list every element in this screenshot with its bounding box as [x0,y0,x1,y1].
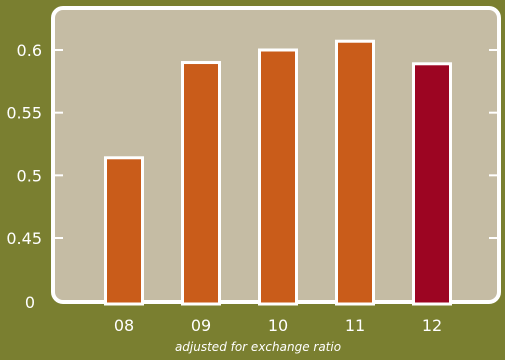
y-axis: 0.45 0.5 0.55 0.6 0 [6,41,501,312]
y-tick-label-zero: 0 [25,293,35,312]
x-tick-label-08: 08 [114,316,134,335]
x-tick-label-10: 10 [268,316,288,335]
bar-11 [335,39,375,306]
x-tick-label-12: 12 [422,316,442,335]
bars-group [104,39,452,306]
bar-09 [181,61,221,306]
chart-caption: adjusted for exchange ratio [175,340,341,354]
y-tick-label: 0.6 [17,41,42,60]
bar-12 [412,62,452,306]
y-tick-label: 0.55 [6,104,42,123]
x-tick-label-11: 11 [345,316,365,335]
bar-10 [258,48,298,306]
y-tick-label: 0.5 [17,166,42,185]
y-tick-label: 0.45 [6,229,42,248]
x-tick-label-09: 09 [191,316,211,335]
x-axis: 08 09 10 11 12 [114,316,442,335]
bar-08 [104,156,144,306]
